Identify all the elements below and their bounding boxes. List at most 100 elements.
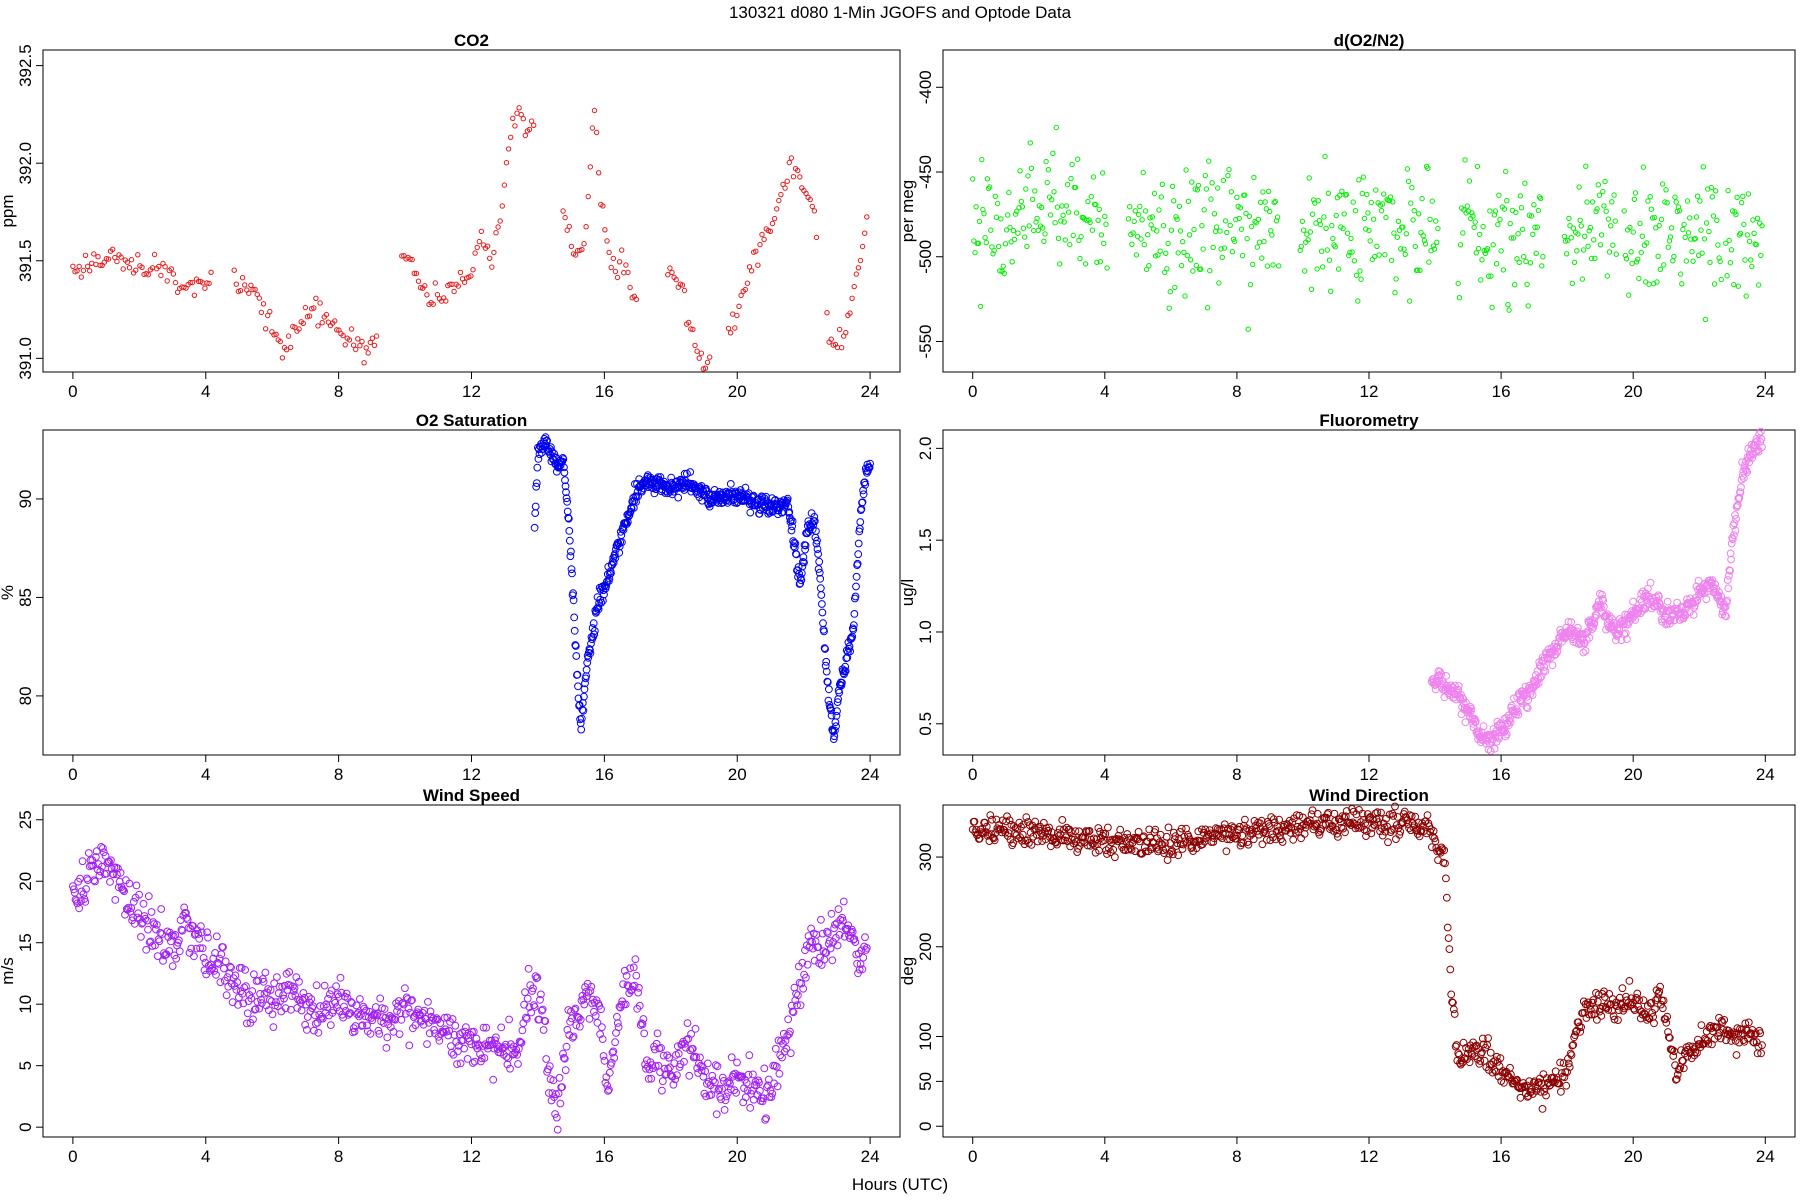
o2_saturation-point xyxy=(843,653,852,662)
wind_direction-point xyxy=(1233,831,1241,840)
wind_speed-point xyxy=(651,1062,660,1070)
wind_direction-point xyxy=(1591,1005,1600,1014)
x-axis-label: Hours (UTC) xyxy=(852,1175,948,1194)
d_o2_n2-point xyxy=(1097,259,1104,265)
d_o2_n2-point xyxy=(1401,246,1407,252)
co2-point xyxy=(776,197,782,204)
fluorometry-point xyxy=(1553,647,1562,656)
wind_direction-point xyxy=(1593,1016,1601,1024)
wind_speed-point xyxy=(203,928,212,937)
wind_speed-point xyxy=(358,1021,367,1029)
wind_speed-point xyxy=(189,922,197,930)
d_o2_n2-x-tick-label: 20 xyxy=(1624,382,1643,401)
co2-point xyxy=(736,303,742,309)
d_o2_n2-point xyxy=(1527,260,1534,266)
wind_speed-point xyxy=(580,1000,589,1009)
wind_speed-point xyxy=(839,897,848,906)
d_o2_n2-point xyxy=(1332,244,1338,250)
d_o2_n2-point xyxy=(1133,252,1140,258)
co2-point xyxy=(809,203,815,210)
wind_direction-point xyxy=(1665,1034,1674,1042)
o2_saturation-point xyxy=(830,732,839,741)
o2_saturation-point xyxy=(864,467,872,476)
d_o2_n2-x-tick-label: 4 xyxy=(1100,382,1109,401)
fluorometry-point xyxy=(1461,718,1470,727)
d_o2_n2-point xyxy=(1567,223,1573,229)
co2-point xyxy=(593,129,600,136)
d_o2_n2-point xyxy=(1200,246,1206,252)
d_o2_n2-point xyxy=(1002,241,1009,247)
fluorometry-point xyxy=(1466,702,1475,711)
wind_speed-point xyxy=(71,895,80,904)
d_o2_n2-point xyxy=(1717,258,1723,265)
o2_saturation-point xyxy=(622,520,631,528)
d_o2_n2-point xyxy=(976,218,983,225)
d_o2_n2-point xyxy=(1191,226,1197,233)
co2-point xyxy=(847,310,853,316)
wind_direction-point xyxy=(1567,1051,1576,1059)
o2_saturation-point xyxy=(849,621,858,630)
o2_saturation-point xyxy=(800,558,808,567)
wind_speed-point xyxy=(157,905,166,913)
wind_speed-point xyxy=(430,1026,439,1034)
d_o2_n2-point xyxy=(1064,181,1071,188)
co2-point xyxy=(767,228,774,235)
wind_speed-point xyxy=(585,1015,594,1023)
co2-point xyxy=(824,310,830,316)
o2_saturation-point xyxy=(590,627,599,635)
wind_direction-point xyxy=(1495,1062,1504,1070)
wind_speed-point xyxy=(538,1005,547,1014)
wind_speed-point xyxy=(732,1088,740,1097)
d_o2_n2-point xyxy=(1305,237,1311,243)
o2_saturation-point xyxy=(580,685,589,694)
o2_saturation-point xyxy=(841,662,850,671)
fluorometry-point xyxy=(1752,447,1760,456)
wind_speed-point xyxy=(239,999,248,1008)
wind_speed-point xyxy=(556,1099,565,1108)
wind_direction-point xyxy=(1490,1065,1499,1074)
co2-point xyxy=(849,295,855,301)
fluorometry-x-tick-label: 8 xyxy=(1232,765,1241,784)
co2-point xyxy=(409,256,415,263)
co2-point xyxy=(407,256,413,262)
wind_direction-point xyxy=(1449,1005,1458,1014)
d_o2_n2-point xyxy=(1378,208,1385,214)
wind_speed-point xyxy=(244,997,253,1005)
wind_direction-point xyxy=(1618,984,1627,993)
d_o2_n2-point xyxy=(1093,201,1099,208)
d_o2_n2-point xyxy=(1603,208,1609,214)
o2_saturation-point xyxy=(787,526,796,535)
d_o2_n2-point xyxy=(1486,273,1492,279)
d_o2_n2-point xyxy=(1309,211,1316,217)
wind_speed-point xyxy=(336,973,345,982)
wind_speed-point xyxy=(683,1019,692,1027)
o2_saturation-point xyxy=(821,645,829,653)
wind_speed-point xyxy=(400,1000,408,1009)
co2-point xyxy=(627,284,633,291)
d_o2_n2-point xyxy=(1685,230,1692,236)
wind_speed-point xyxy=(571,1004,580,1013)
wind_speed-point xyxy=(423,1040,431,1048)
d_o2_n2-point xyxy=(1216,280,1222,286)
d_o2_n2-point xyxy=(1503,168,1509,175)
d_o2_n2-point xyxy=(1374,243,1380,250)
wind_speed-y-tick-label: 25 xyxy=(16,810,35,829)
wind_speed-point xyxy=(561,1066,570,1075)
d_o2_n2-point xyxy=(1010,227,1017,234)
d_o2_n2-point xyxy=(1073,210,1080,216)
d_o2_n2-point xyxy=(1759,223,1765,229)
d_o2_n2-point xyxy=(1101,240,1107,247)
wind_speed-point xyxy=(304,993,313,1001)
wind_speed-point xyxy=(168,962,177,970)
wind_speed-points xyxy=(69,843,871,1134)
wind_speed-point xyxy=(708,1071,717,1080)
d_o2_n2-point xyxy=(1063,203,1070,209)
wind_speed-point xyxy=(267,997,276,1006)
wind_direction-point xyxy=(1174,851,1183,860)
d_o2_n2-point xyxy=(1213,224,1220,230)
wind_direction-point xyxy=(1661,1015,1670,1023)
wind_speed-point xyxy=(347,998,356,1006)
d_o2_n2-point xyxy=(1710,213,1717,219)
co2-point xyxy=(319,320,325,326)
wind_direction-point xyxy=(1442,893,1451,902)
